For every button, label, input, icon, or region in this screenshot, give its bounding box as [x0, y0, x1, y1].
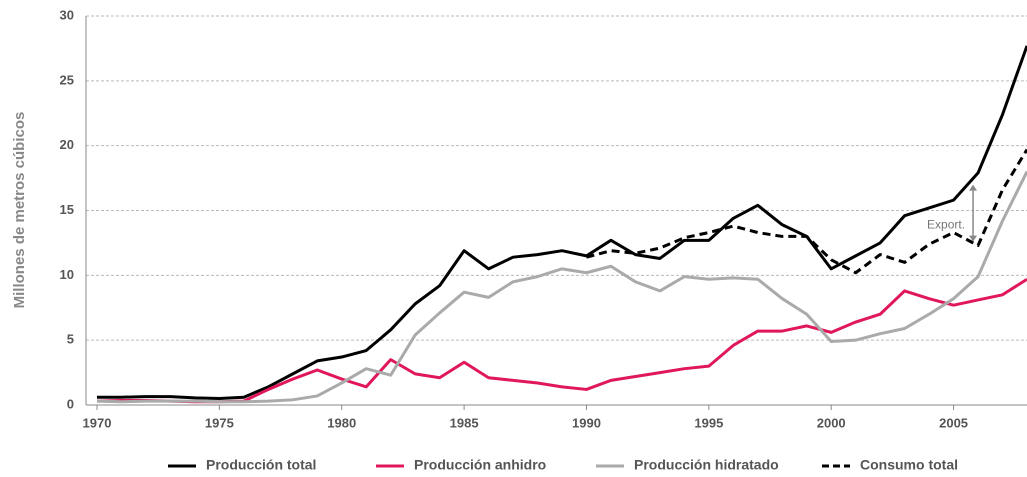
arrow-head: [969, 184, 978, 191]
x-tick-label: 2005: [939, 415, 968, 430]
x-tick-label: 1990: [572, 415, 601, 430]
y-axis-label: Millones de metros cúbicos: [11, 112, 28, 309]
y-tick-label: 25: [60, 72, 74, 87]
y-tick-label: 10: [60, 267, 74, 282]
x-tick-label: 1980: [327, 415, 356, 430]
series-line: [586, 148, 1027, 275]
y-tick-label: 15: [60, 202, 74, 217]
arrow-head: [969, 235, 978, 242]
legend-label: Producción total: [206, 457, 316, 473]
y-tick-label: 5: [67, 332, 74, 347]
legend-label: Producción anhidro: [414, 457, 546, 473]
legend-label: Consumo total: [860, 457, 958, 473]
x-tick-label: 2000: [817, 415, 846, 430]
series-line: [96, 277, 1027, 404]
y-tick-label: 30: [60, 7, 74, 22]
series-line: [97, 45, 1027, 401]
x-tick-label: 1970: [83, 415, 112, 430]
annotation-text: Export.: [927, 217, 965, 231]
y-tick-label: 0: [67, 396, 74, 411]
x-tick-label: 1985: [450, 415, 479, 430]
x-tick-label: 1995: [694, 415, 723, 430]
y-tick-label: 20: [60, 137, 74, 152]
legend-label: Producción hidratado: [634, 457, 779, 473]
series-line: [96, 170, 1027, 404]
x-tick-label: 1975: [205, 415, 234, 430]
